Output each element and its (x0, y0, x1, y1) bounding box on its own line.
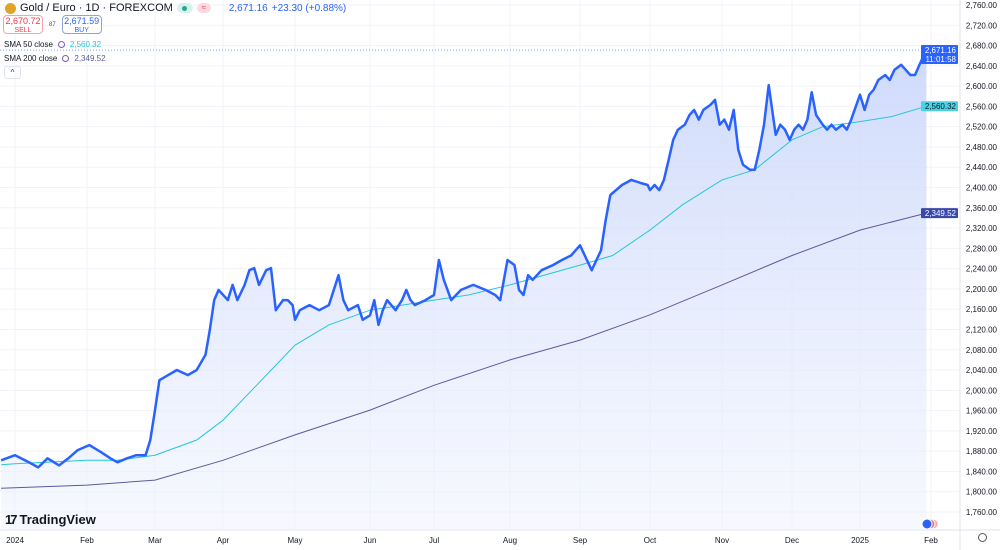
y-tick-label: 2,120.00 (966, 325, 998, 334)
y-tick-label: 1,960.00 (966, 407, 998, 416)
y-tick-label: 1,760.00 (966, 508, 998, 517)
sma50-line (1, 105, 927, 466)
price-line (0, 49, 928, 469)
x-tick-label: Aug (503, 536, 517, 545)
svg-text:11:01:58: 11:01:58 (925, 55, 956, 64)
y-tick-label: 2,040.00 (966, 366, 998, 375)
indicator-label: SMA 50 close (4, 40, 53, 49)
y-tick-label: 2,320.00 (966, 224, 998, 233)
x-tick-label: Feb (924, 536, 938, 545)
y-tick-label: 2,640.00 (966, 62, 998, 71)
x-tick-label: Dec (785, 536, 799, 545)
y-tick-label: 2,440.00 (966, 163, 998, 172)
sma200-badge: 2,349.52 (921, 208, 958, 219)
svg-text:2,349.52: 2,349.52 (925, 209, 957, 218)
x-tick-label: Sep (573, 536, 588, 545)
y-tick-label: 2,400.00 (966, 184, 998, 193)
x-tick-label: Mar (148, 536, 162, 545)
economic-events-icon[interactable] (921, 518, 939, 530)
x-tick-label: Jul (429, 536, 439, 545)
sma200-line (1, 212, 927, 489)
tradingview-logo[interactable]: 17 TradingView (5, 512, 96, 527)
indicator-sma200[interactable]: SMA 200 close 2,349.52 (4, 54, 106, 63)
settings-gear-icon[interactable] (978, 533, 987, 542)
y-tick-label: 2,360.00 (966, 204, 998, 213)
y-tick-label: 2,480.00 (966, 143, 998, 152)
indicator-value: 2,349.52 (74, 54, 106, 63)
collapse-legend-chevron-up-icon[interactable]: ^ (4, 66, 21, 79)
buy-price: 2,671.59 (64, 16, 100, 26)
indicator-loading-icon (62, 55, 70, 62)
sell-button[interactable]: 2,670.72 SELL (3, 15, 43, 34)
sell-label: SELL (14, 27, 32, 34)
svg-text:2,671.16: 2,671.16 (925, 46, 957, 55)
y-tick-label: 2,720.00 (966, 21, 998, 30)
y-tick-label: 2,520.00 (966, 123, 998, 132)
y-tick-label: 2,600.00 (966, 82, 998, 91)
x-tick-label: 2025 (851, 536, 869, 545)
y-tick-label: 1,920.00 (966, 427, 998, 436)
price-change: +23.30 (+0.88%) (271, 2, 347, 14)
indicator-loading-icon (57, 41, 65, 48)
symbol-title[interactable]: Gold / Euro · 1D · FOREXCOM (20, 2, 173, 14)
x-tick-label: 2024 (6, 536, 24, 545)
y-tick-label: 2,680.00 (966, 42, 998, 51)
sell-price: 2,670.72 (5, 16, 41, 26)
sma50-badge: 2,560.32 (921, 101, 958, 112)
y-tick-label: 2,200.00 (966, 285, 998, 294)
market-open-dot-icon[interactable] (176, 3, 193, 13)
x-tick-label: May (287, 536, 302, 545)
svg-text:2,560.32: 2,560.32 (925, 102, 957, 111)
indicator-sma50[interactable]: SMA 50 close 2,560.32 (4, 40, 101, 49)
y-tick-label: 2,280.00 (966, 244, 998, 253)
indicator-label: SMA 200 close (4, 54, 58, 63)
gold-symbol-logo-icon (5, 2, 16, 14)
x-tick-label: Feb (80, 536, 94, 545)
wave-icon[interactable]: ≈ (196, 3, 211, 13)
x-tick-label: Nov (715, 536, 729, 545)
y-tick-label: 2,560.00 (966, 102, 998, 111)
y-tick-label: 2,240.00 (966, 265, 998, 274)
tradingview-mark-icon: 17 (5, 512, 18, 527)
y-tick-label: 1,800.00 (966, 488, 998, 497)
y-tick-label: 2,000.00 (966, 386, 998, 395)
x-tick-label: Apr (217, 536, 230, 545)
y-tick-label: 1,840.00 (966, 467, 998, 476)
x-tick-label: Jun (364, 536, 377, 545)
y-tick-label: 2,080.00 (966, 346, 998, 355)
indicator-value: 2,560.32 (69, 40, 102, 49)
buy-button[interactable]: 2,671.59 BUY (61, 15, 102, 34)
y-tick-label: 2,160.00 (966, 305, 998, 314)
trade-buttons: 2,670.72 SELL 87 2,671.59 BUY (3, 15, 102, 34)
last-price: 2,671.16 (228, 2, 268, 14)
symbol-header: Gold / Euro · 1D · FOREXCOM ≈ 2,671.16 +… (5, 2, 346, 14)
spread: 87 (49, 21, 56, 28)
y-tick-label: 1,880.00 (966, 447, 998, 456)
y-tick-label: 2,760.00 (966, 1, 998, 10)
x-tick-label: Oct (644, 536, 657, 545)
buy-label: BUY (74, 27, 89, 34)
brand-name: TradingView (19, 512, 96, 527)
